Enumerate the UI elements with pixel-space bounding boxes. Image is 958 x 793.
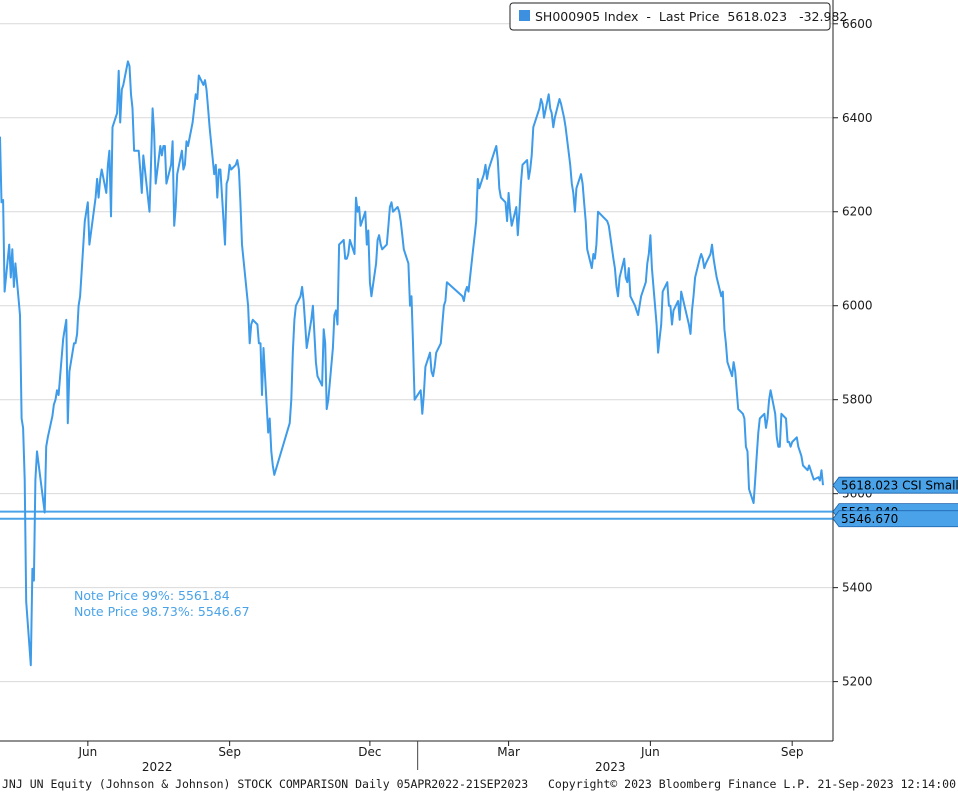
last-price-tag-box bbox=[832, 476, 958, 494]
xtick-label-sep-1: Sep bbox=[218, 745, 241, 759]
footer-timestamp: 21-Sep-2023 12:14:00 bbox=[818, 777, 957, 791]
ytick-label-6400: 6400 bbox=[842, 111, 873, 125]
xtick-label-sep-5: Sep bbox=[781, 745, 804, 759]
x-axis-ticks: Jun Sep Dec Mar Jun Sep 2022 2023 bbox=[77, 741, 803, 774]
legend-last: 5618.023 bbox=[727, 9, 787, 24]
year-label-2022: 2022 bbox=[142, 760, 173, 774]
ytick-label-6000: 6000 bbox=[842, 299, 873, 313]
ytick-label-5400: 5400 bbox=[842, 581, 873, 595]
ytick-label-5200: 5200 bbox=[842, 675, 873, 689]
legend-label: Last Price bbox=[659, 9, 720, 24]
xtick-label-jun-4: Jun bbox=[640, 745, 660, 759]
legend-box: SH000905 Index - Last Price 5618.023 -32… bbox=[509, 2, 847, 31]
ytick-label-6200: 6200 bbox=[842, 205, 873, 219]
year-label-2023: 2023 bbox=[595, 760, 626, 774]
svg-text:SH000905 Index -: SH000905 Index - Last Price 5618.023 -32… bbox=[535, 9, 847, 24]
gridlines bbox=[0, 23, 833, 683]
level-tag-98-box bbox=[832, 510, 958, 528]
last-price-tag-label: 5618.023 CSI Small bbox=[841, 479, 958, 493]
legend-ticker: SH000905 Index bbox=[535, 9, 638, 24]
plot-background bbox=[0, 0, 833, 741]
legend-change: -32.982 bbox=[799, 9, 847, 24]
price-series-line bbox=[0, 60, 824, 667]
xtick-label-jun-0: Jun bbox=[77, 745, 97, 759]
note-price-99: Note Price 99%: 5561.84 bbox=[74, 588, 230, 603]
legend-swatch bbox=[519, 10, 530, 21]
level-tag-98-label: 5546.670 bbox=[841, 512, 898, 526]
footer-copyright: Copyright© 2023 Bloomberg Finance L.P. bbox=[548, 777, 811, 791]
ytick-label-5800: 5800 bbox=[842, 393, 873, 407]
note-price-98: Note Price 98.73%: 5546.67 bbox=[74, 604, 250, 619]
xtick-label-mar-3: Mar bbox=[497, 745, 520, 759]
xtick-label-dec-2: Dec bbox=[358, 745, 381, 759]
price-levels bbox=[0, 510, 833, 520]
ytick-label-6600: 6600 bbox=[842, 17, 873, 31]
footer-description: JNJ UN Equity (Johnson & Johnson) STOCK … bbox=[2, 777, 528, 791]
